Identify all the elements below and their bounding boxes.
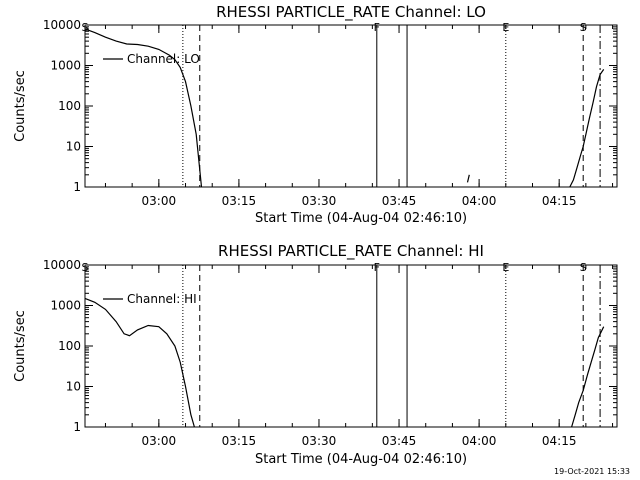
chart-panel-2: RHESSI PARTICLE_RATE Channel: HI Counts/s… (13, 242, 618, 467)
flag-label: F (374, 21, 380, 34)
flag-label: S (82, 21, 89, 34)
y-tick-label: 1 (73, 420, 81, 434)
y-tick-label: 10000 (43, 258, 81, 272)
flag-label: S (82, 261, 89, 274)
y-tick-label: 10 (66, 380, 81, 394)
x-axis-label: Start Time (04-Aug-04 02:46:10) (255, 211, 467, 226)
y-tick-label: 1 (73, 180, 81, 194)
x-tick-label: 03:45 (382, 434, 417, 448)
plot-frame (84, 24, 618, 188)
x-tick-label: 04:00 (462, 434, 497, 448)
data-series-line (84, 297, 195, 428)
chart-panel-1: RHESSI PARTICLE_RATE Channel: LO Counts/s… (13, 3, 618, 226)
data-series-line (569, 69, 605, 188)
y-tick-label: 100 (58, 99, 81, 113)
chart-title: RHESSI PARTICLE_RATE Channel: LO (216, 3, 486, 22)
x-tick-label: 03:00 (142, 434, 177, 448)
y-axis-label: Counts/sec (13, 70, 28, 142)
y-tick-label: 1000 (50, 59, 81, 73)
y-tick-label: 10000 (43, 18, 81, 32)
flag-label: S (580, 21, 587, 34)
x-tick-label: 03:15 (222, 434, 257, 448)
x-axis-label: Start Time (04-Aug-04 02:46:10) (255, 452, 467, 467)
chart-title: RHESSI PARTICLE_RATE Channel: HI (218, 242, 484, 261)
flag-label: E (502, 261, 509, 274)
x-tick-label: 03:30 (302, 434, 337, 448)
flag-label: E (502, 21, 509, 34)
legend-entry: Channel: LO (127, 52, 200, 66)
x-tick-label: 03:00 (142, 194, 177, 208)
x-tick-label: 03:45 (382, 194, 417, 208)
x-tick-label: 04:15 (542, 194, 577, 208)
data-series-line (571, 326, 605, 428)
legend-entry: Channel: HI (127, 292, 197, 306)
x-tick-label: 04:00 (462, 194, 497, 208)
data-series-line (84, 28, 203, 188)
y-axis-label: Counts/sec (13, 310, 28, 382)
x-tick-label: 04:15 (542, 434, 577, 448)
footer-date: 19-Oct-2021 15:33 (554, 467, 630, 476)
x-tick-label: 03:30 (302, 194, 337, 208)
data-series-line (466, 174, 470, 183)
y-tick-label: 100 (58, 339, 81, 353)
x-tick-label: 03:15 (222, 194, 257, 208)
y-tick-label: 10 (66, 140, 81, 154)
flag-label: F (374, 261, 380, 274)
flag-label: S (580, 261, 587, 274)
y-tick-label: 1000 (50, 299, 81, 313)
plot-frame (84, 264, 618, 428)
